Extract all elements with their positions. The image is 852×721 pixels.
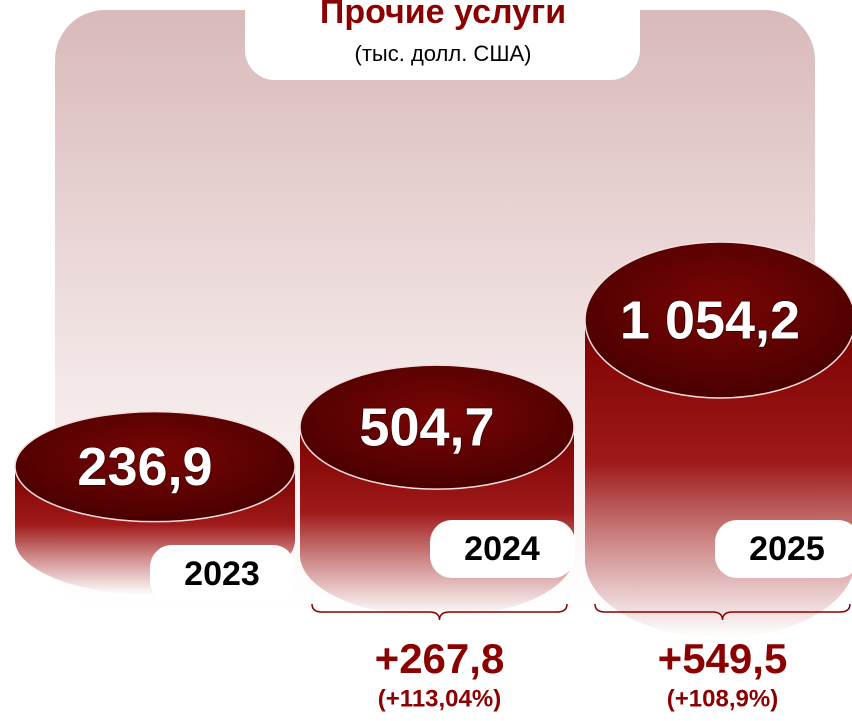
plot: 236,9 2023 504,7 2024 1 054,2 2025 +267,8 (+113… xyxy=(14,241,852,712)
change-percent: (+113,04%) xyxy=(378,685,501,712)
value-label: 236,9 xyxy=(77,437,212,497)
change-value: +549,5 xyxy=(658,635,788,682)
cylinder-top xyxy=(584,241,852,399)
year-box xyxy=(430,520,575,578)
year-box xyxy=(150,545,295,603)
change-value: +267,8 xyxy=(375,635,505,682)
chart-subtitle: (тыс. долл. США) xyxy=(355,41,532,66)
change-percent: (+108,9%) xyxy=(667,685,778,712)
title-box xyxy=(245,0,640,80)
cylinder-top xyxy=(14,410,296,523)
value-label: 504,7 xyxy=(359,397,494,457)
cylinder-top xyxy=(299,364,575,490)
brace xyxy=(594,603,851,621)
brace xyxy=(311,603,568,621)
category-label: 2024 xyxy=(464,530,540,568)
chart-title: Прочие услуги xyxy=(320,0,566,31)
value-label: 1 054,2 xyxy=(620,290,800,350)
category-label: 2023 xyxy=(184,555,260,593)
year-box xyxy=(715,520,852,578)
cylinder xyxy=(14,410,296,595)
category-label: 2025 xyxy=(749,530,825,568)
